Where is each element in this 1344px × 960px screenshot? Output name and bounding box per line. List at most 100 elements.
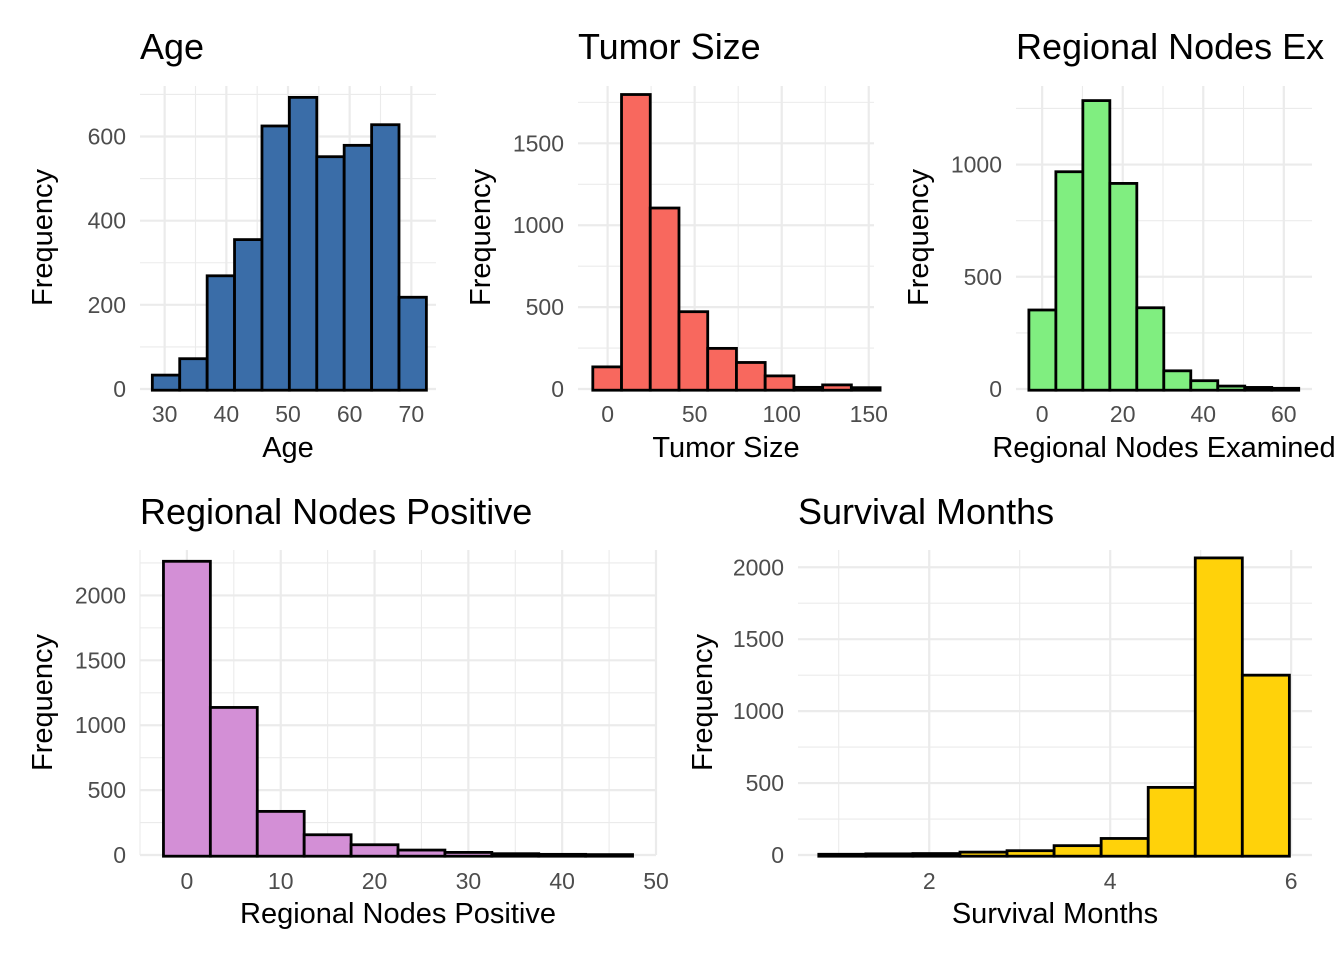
y-axis-title: Frequency [27,168,59,306]
y-tick-label: 0 [113,376,126,402]
x-axis-title: Age [262,432,314,464]
histogram-bar [1027,308,1058,392]
y-tick-label: 1500 [513,130,564,156]
chart-title: Age [140,26,204,67]
histogram-bar [735,361,767,392]
x-axis-title: Regional Nodes Examined [992,432,1335,464]
histogram-bar [178,357,209,392]
x-tick-label: 20 [1110,401,1136,427]
histogram-bar [1162,369,1193,392]
histogram-bar [849,386,882,392]
y-tick-label: 0 [551,376,564,402]
histogram-bar [1135,306,1166,392]
y-tick-label: 0 [771,842,784,868]
histogram-bar [397,295,428,392]
y-tick-label: 2000 [733,554,784,580]
histogram-bar [1005,849,1056,858]
histogram-bar [591,365,623,392]
histogram-bar [1108,182,1139,392]
histogram-bars [150,95,428,392]
x-tick-label: 4 [1104,868,1117,894]
y-tick-label: 1500 [75,647,126,673]
histogram-bar [162,559,212,858]
histogram-bar [205,274,236,392]
chart-title: Regional Nodes Positive [140,491,532,532]
histogram-bar [1270,386,1301,392]
y-axis-title: Frequency [903,168,935,306]
chart-title: Tumor Size [578,26,761,67]
histogram-bar [150,373,182,392]
histogram-bar [255,809,306,858]
x-tick-label: 40 [1190,401,1216,427]
histogram-bars [817,556,1291,858]
histogram-bar [821,383,853,392]
x-tick-label: 40 [214,401,240,427]
histogram-bar [817,852,868,858]
y-tick-label: 0 [989,376,1002,402]
histogram-bar [1099,837,1150,858]
histogram-bar [958,850,1009,858]
histogram-bar [1216,384,1247,392]
x-tick-label: 60 [1271,401,1297,427]
histogram-bar [443,851,494,858]
y-tick-label: 500 [964,264,1002,290]
histogram-bars [162,559,634,858]
x-tick-label: 50 [682,401,708,427]
y-tick-label: 200 [88,292,126,318]
histogram-bar [490,852,541,858]
histogram-panel-3: 0 20 40 60 0 500 1000 Regional Nodes Ex Regional… [903,26,1336,464]
x-tick-label: 150 [850,401,888,427]
histogram-bar [792,385,825,392]
histogram-bar [1052,844,1103,858]
histogram-bar [706,346,738,392]
x-tick-label: 30 [456,868,482,894]
x-axis-title: Regional Nodes Positive [240,898,556,930]
y-tick-label: 0 [113,842,126,868]
histogram-bar [260,124,291,392]
histogram-bar [287,95,319,392]
histogram-bar [911,852,962,858]
y-tick-label: 2000 [75,582,126,608]
x-tick-label: 50 [275,401,301,427]
y-axis-title: Frequency [27,633,59,771]
x-tick-label: 2 [923,868,936,894]
histogram-bar [677,310,710,392]
histogram-bar [584,853,634,858]
histogram-bar [537,852,588,858]
y-axis-title: Frequency [465,168,497,306]
histogram-bar [208,706,259,858]
y-tick-label: 1000 [951,152,1002,178]
x-tick-label: 30 [152,401,178,427]
y-tick-label: 500 [746,770,784,796]
x-tick-label: 50 [643,868,669,894]
x-tick-label: 100 [763,401,801,427]
histogram-panel-1: 30 40 50 60 70 0 200 400 600 Age Age Frequency [27,26,436,464]
x-tick-label: 60 [337,401,363,427]
x-tick-label: 70 [399,401,425,427]
y-tick-label: 500 [526,294,564,320]
chart-title: Regional Nodes Ex [1016,26,1324,67]
x-tick-label: 0 [601,401,614,427]
histogram-bar [233,238,264,392]
histogram-bar [864,852,915,858]
histogram-bar [1189,379,1220,392]
x-tick-label: 0 [181,868,194,894]
histogram-bar [396,848,447,858]
x-tick-label: 40 [549,868,575,894]
histogram-bar [1243,386,1274,392]
y-tick-label: 400 [88,208,126,234]
y-tick-label: 1500 [733,626,784,652]
x-axis-title: Tumor Size [652,432,799,464]
histogram-bar [620,93,652,392]
histogram-bar [1146,785,1197,858]
histogram-bar [648,206,681,392]
histogram-bar [342,143,374,392]
y-axis-title: Frequency [687,633,719,771]
histogram-bar [1054,170,1085,392]
histogram-bar [370,123,401,392]
y-tick-label: 1000 [733,698,784,724]
histogram-bar [349,843,400,858]
